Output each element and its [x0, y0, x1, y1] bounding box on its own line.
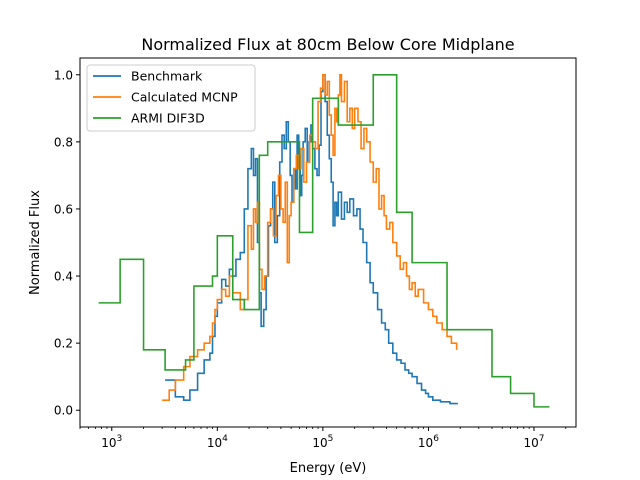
y-tick-label: 0.4	[54, 270, 73, 284]
x-tick-label: 103	[101, 434, 122, 450]
legend-box	[86, 64, 256, 132]
chart-title: Normalized Flux at 80cm Below Core Midpl…	[141, 35, 514, 54]
axes-frame	[79, 57, 577, 428]
legend: Benchmark Calculated MCNP ARMI DIF3D	[86, 64, 256, 132]
y-tick-label: 0.6	[54, 202, 73, 216]
x-tick-label: 105	[312, 434, 333, 450]
legend-entry-label: Benchmark	[131, 69, 203, 84]
x-tick-label: 107	[523, 434, 544, 450]
x-axis-label: Energy (eV)	[290, 461, 367, 476]
legend-entry-label: Calculated MCNP	[131, 90, 238, 105]
y-axis: 0.0 0.2 0.4 0.6 0.8 1.0	[54, 68, 80, 418]
y-tick-label: 0.0	[54, 404, 73, 418]
y-axis-label: Normalized Flux	[28, 190, 43, 295]
series-line-1	[162, 73, 458, 401]
y-tick-label: 1.0	[54, 68, 73, 82]
y-tick-label: 0.2	[54, 337, 73, 351]
x-axis: 103 104 105 106 107	[79, 427, 567, 450]
x-tick-label: 106	[418, 434, 439, 450]
legend-entry-label: ARMI DIF3D	[131, 111, 205, 126]
y-tick-label: 0.8	[54, 135, 73, 149]
series-line-2	[98, 73, 550, 408]
plot-series	[98, 73, 550, 408]
x-tick-label: 104	[207, 434, 228, 450]
